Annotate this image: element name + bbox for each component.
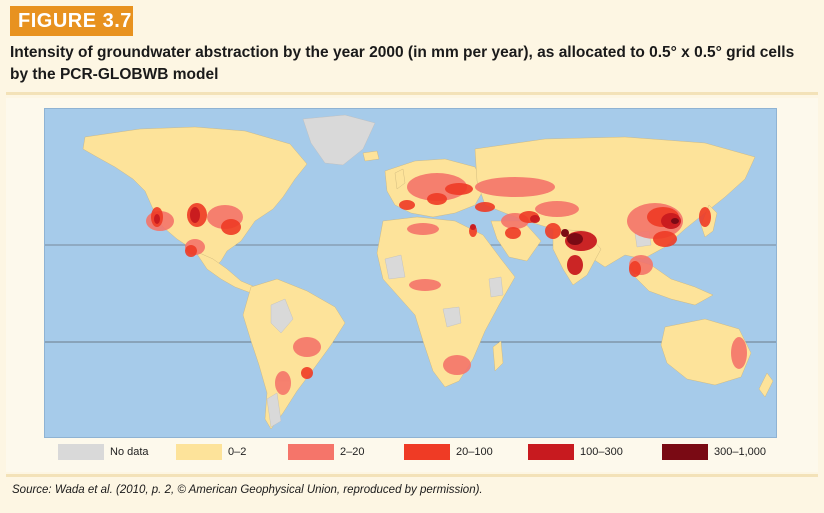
south-america-no-data-south <box>266 392 282 428</box>
russia-2-20 <box>475 177 555 197</box>
australia-east-2-20 <box>731 337 747 369</box>
south-china-20-100 <box>653 231 677 247</box>
thailand-20-100 <box>629 261 641 277</box>
abstraction-20-100 <box>151 183 711 379</box>
legend-swatch <box>662 444 708 460</box>
legend-item-20-100: 20–100 <box>404 444 493 460</box>
south-india-100-300 <box>567 255 583 275</box>
eastern-europe-20-100 <box>445 183 473 195</box>
legend-label: 2–20 <box>340 446 365 458</box>
north-africa-2-20 <box>407 223 439 235</box>
saudi-20-100 <box>505 227 521 239</box>
legend-item-no-data: No data <box>58 444 149 460</box>
central-asia-2-20 <box>535 201 579 217</box>
africa-no-data-west <box>384 254 406 280</box>
iceland <box>362 150 380 162</box>
high-plains-100-300 <box>190 207 200 223</box>
figure-tag: FIGURE 3.7 <box>10 6 133 36</box>
central-valley-100-300 <box>154 214 160 224</box>
spain-20-100 <box>399 200 415 210</box>
southeast-asia <box>630 258 714 306</box>
legend-label: No data <box>110 446 149 458</box>
south-america-no-data-west <box>270 298 294 334</box>
legend-label: 100–300 <box>580 446 623 458</box>
argentina-2-20 <box>275 371 291 395</box>
abstraction-300-1000 <box>561 218 679 245</box>
legend-swatch <box>288 444 334 460</box>
world-map <box>44 108 777 438</box>
australia <box>660 318 752 386</box>
legend-label: 20–100 <box>456 446 493 458</box>
korea-japan-20-100 <box>699 207 711 227</box>
top-divider <box>6 92 818 95</box>
legend-item-100-300: 100–300 <box>528 444 623 460</box>
turkey-20-100 <box>475 202 495 212</box>
west-africa-2-20 <box>409 279 441 291</box>
iran-100-300 <box>530 215 540 223</box>
legend-swatch <box>176 444 222 460</box>
brazil-2-20 <box>293 337 321 357</box>
legend-item-2-20: 2–20 <box>288 444 364 460</box>
world-map-svg <box>45 109 776 437</box>
bottom-divider <box>6 474 818 477</box>
nile-delta-100-300 <box>470 224 476 230</box>
legend-swatch <box>404 444 450 460</box>
no-data-regions <box>266 114 652 428</box>
indus-ganges-300-1000 <box>567 233 583 245</box>
madagascar <box>492 340 504 372</box>
figure-source: Source: Wada et al. (2010, p. 2, © Ameri… <box>12 484 483 496</box>
south-africa-2-20 <box>443 355 471 375</box>
us-southeast-20-100 <box>221 219 241 235</box>
legend-item-0-2: 0–2 <box>176 444 246 460</box>
pakistan-20-100 <box>545 223 561 239</box>
map-legend: No data 0–2 2–20 20–100 100–300 300–1,00… <box>58 444 788 462</box>
legend-label: 0–2 <box>228 446 247 458</box>
legend-swatch <box>528 444 574 460</box>
legend-label: 300–1,000 <box>714 446 766 458</box>
africa-no-data-central <box>442 306 462 328</box>
new-zealand <box>758 372 774 398</box>
brazil-20-100 <box>301 367 313 379</box>
figure-title: Intensity of groundwater abstraction by … <box>10 44 795 83</box>
south-america <box>242 278 346 430</box>
punjab-300-1000 <box>561 229 569 237</box>
mexico-20-100 <box>185 245 197 257</box>
north-china-300-1000 <box>671 218 679 224</box>
legend-item-300-1000: 300–1,000 <box>662 444 766 460</box>
legend-swatch <box>58 444 104 460</box>
greenland <box>302 114 376 166</box>
italy-20-100 <box>427 193 447 205</box>
great-britain <box>394 168 406 190</box>
north-america <box>82 126 308 270</box>
east-africa-no-data <box>488 276 504 298</box>
